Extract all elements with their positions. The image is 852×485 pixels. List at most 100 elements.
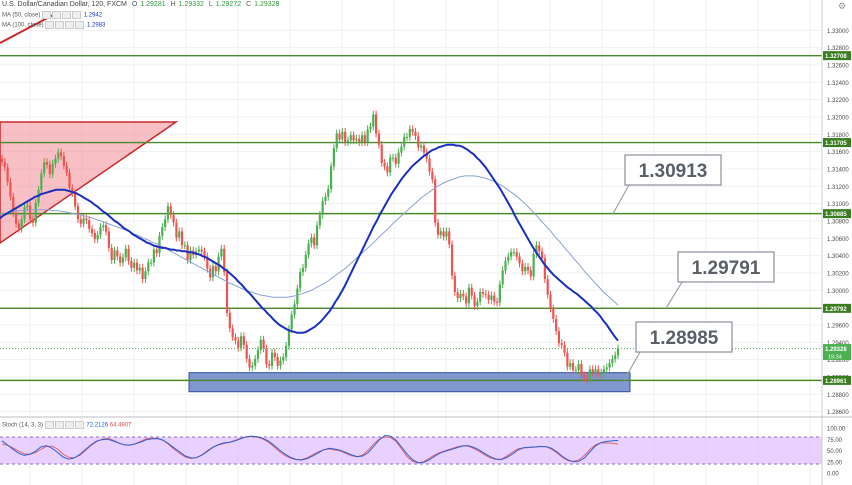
candle-body (313, 237, 316, 246)
ma100-label: MA (100, close) (2, 22, 44, 29)
more-icon[interactable] (75, 21, 85, 29)
candle-body (324, 196, 327, 202)
candle-body (273, 352, 276, 358)
candle-body (296, 288, 299, 305)
candle-body (369, 126, 372, 130)
callout-label: 1.30913 (639, 161, 708, 182)
candle-body (102, 225, 105, 228)
candle-body (411, 129, 414, 132)
candle-body (363, 135, 366, 143)
candle-body (62, 156, 65, 166)
indicator-stoch-legend[interactable]: Stoch (14, 3, 3) 72.2126 64.4907 (2, 421, 131, 429)
candle-body (183, 245, 186, 247)
candle-body (352, 135, 355, 141)
candle-body (377, 133, 381, 145)
candle-body (335, 133, 338, 149)
candle-body (304, 254, 307, 268)
candle-body (138, 267, 141, 271)
eye-icon[interactable] (44, 421, 54, 429)
price-tick-label: 1.29200 (827, 358, 849, 364)
close-icon[interactable] (65, 21, 75, 29)
level-price-label: 1.32708 (825, 54, 847, 60)
price-tick-label: 1.28600 (827, 410, 849, 416)
candle-body (3, 162, 6, 168)
candle-body (563, 344, 566, 353)
candle-body (456, 292, 459, 299)
callout-connector (665, 281, 683, 309)
candle-body (225, 272, 229, 313)
candle-body (605, 367, 608, 370)
candle-body (76, 206, 80, 220)
candle-body (439, 231, 442, 235)
candle-body (526, 266, 530, 271)
candle-body (59, 152, 63, 156)
candle-body (268, 364, 271, 366)
candle-body (276, 357, 279, 366)
callout-box (677, 251, 775, 283)
close-icon[interactable] (62, 11, 72, 19)
more-icon[interactable] (74, 421, 84, 429)
gear-icon[interactable] (55, 21, 65, 29)
ma100-line (0, 175, 619, 306)
candle-body (512, 252, 516, 254)
candle-body (462, 293, 465, 297)
candle-body (65, 165, 68, 173)
eye-icon[interactable] (42, 11, 52, 19)
indicator-ma100-legend[interactable]: MA (100, close) 1.2983 (2, 21, 105, 29)
candle-body (228, 312, 231, 329)
candle-body (54, 158, 57, 164)
candle-body (189, 250, 192, 260)
candle-body (397, 152, 400, 164)
candle-body (99, 227, 102, 235)
candle-body (9, 182, 12, 197)
candle-body (299, 272, 302, 289)
candle-body (287, 329, 291, 346)
candle-body (428, 158, 431, 172)
price-tick-label: 1.32600 (827, 64, 849, 70)
stoch-d-line (1, 435, 619, 464)
candle-body (245, 344, 248, 359)
stoch-k-value: 72.2126 (86, 422, 109, 429)
gear-icon[interactable] (52, 11, 62, 19)
candle-body (121, 257, 125, 263)
candle-body (133, 262, 136, 268)
candle-body (40, 173, 43, 190)
more-icon[interactable] (72, 11, 82, 19)
candle-body (467, 287, 471, 304)
candle-body (597, 369, 600, 375)
price-tick-label: 1.29400 (827, 341, 849, 347)
callout-connector (612, 184, 630, 214)
candle-body (521, 263, 524, 272)
close-icon[interactable] (64, 421, 74, 429)
candle-body (279, 360, 282, 366)
chart-header: U.S. Dollar/Canadian Dollar, 120, FXCM O… (2, 1, 282, 10)
candle-body (383, 162, 386, 167)
level-price-label: 1.30885 (825, 212, 847, 218)
candle-body (481, 292, 485, 294)
eye-icon[interactable] (45, 21, 55, 29)
candle-body (82, 218, 85, 224)
indicator-ma50-legend[interactable]: MA (50, close) 1.2942 (2, 11, 102, 19)
level-price-label: 1.28961 (825, 379, 847, 385)
candle-body (20, 219, 23, 229)
candle-body (152, 249, 155, 263)
candle-body (23, 207, 26, 220)
price-tick-label: 1.31800 (827, 133, 849, 139)
ohlc-high-key: H (170, 1, 176, 8)
candle-body (487, 294, 490, 300)
candle-body (403, 136, 406, 147)
candle-body (344, 131, 347, 143)
candle-body (341, 131, 344, 140)
price-tick-label: 1.31600 (827, 150, 849, 156)
gear-icon[interactable] (54, 421, 64, 429)
candle-body (315, 225, 319, 246)
candle-body (234, 337, 237, 341)
price-axis: 1.33000 1.32800 1.32600 1.32400 1.32200 1.320… (821, 0, 852, 485)
candle-body (17, 223, 20, 229)
callout-connector (623, 351, 641, 381)
candle-body (256, 350, 260, 359)
level-price-tag (823, 209, 851, 219)
candle-body (338, 133, 341, 140)
candle-body (414, 131, 417, 137)
